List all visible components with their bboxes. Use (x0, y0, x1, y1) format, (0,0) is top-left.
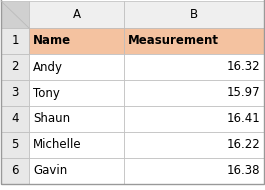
Text: 15.97: 15.97 (226, 86, 260, 100)
Bar (124, 80, 264, 106)
Text: 16.32: 16.32 (226, 60, 260, 74)
Bar (1, 80, 29, 106)
Text: 5: 5 (11, 139, 19, 151)
Text: 16.22: 16.22 (226, 139, 260, 151)
Bar (124, 132, 264, 158)
Text: Gavin: Gavin (33, 165, 67, 177)
Text: Tony: Tony (33, 86, 60, 100)
Text: 3: 3 (11, 86, 19, 100)
Text: 16.38: 16.38 (227, 165, 260, 177)
Text: 2: 2 (11, 60, 19, 74)
Text: 6: 6 (11, 165, 19, 177)
Bar (1, 54, 29, 80)
Bar (124, 106, 264, 132)
Bar (29, 28, 124, 54)
Text: 16.41: 16.41 (226, 112, 260, 126)
Text: Andy: Andy (33, 60, 63, 74)
Bar (29, 54, 124, 80)
Bar (1, 1, 29, 28)
Bar (29, 132, 124, 158)
Text: 1: 1 (11, 35, 19, 48)
Text: 4: 4 (11, 112, 19, 126)
Bar (124, 1, 264, 28)
Bar (124, 54, 264, 80)
Text: Shaun: Shaun (33, 112, 70, 126)
Bar (124, 28, 264, 54)
Bar (29, 80, 124, 106)
Text: Name: Name (33, 35, 71, 48)
Bar (29, 106, 124, 132)
Bar (29, 1, 124, 28)
Bar (1, 106, 29, 132)
Bar (29, 158, 124, 184)
Bar (124, 158, 264, 184)
Bar (1, 28, 29, 54)
Text: Michelle: Michelle (33, 139, 82, 151)
Text: A: A (73, 8, 81, 21)
Text: Measurement: Measurement (128, 35, 219, 48)
Bar (1, 158, 29, 184)
Text: B: B (190, 8, 198, 21)
Bar (1, 132, 29, 158)
